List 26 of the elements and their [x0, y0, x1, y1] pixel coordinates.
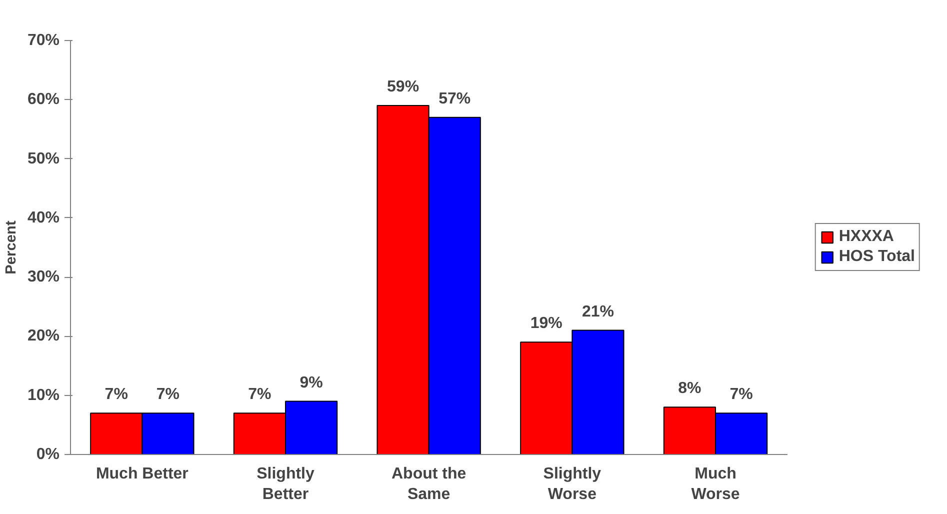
data-label: 7%: [104, 386, 128, 404]
x-tick-label: Slightly Worse: [543, 466, 602, 503]
data-label: 9%: [300, 374, 323, 392]
y-tick-label: 30%: [27, 268, 60, 286]
data-label: 7%: [248, 386, 272, 404]
x-tick-label: Much Better: [96, 466, 188, 482]
y-tick-label: 60%: [27, 91, 60, 108]
data-label: 59%: [387, 78, 420, 96]
y-tick-label: 0%: [36, 446, 60, 463]
y-tick-label: 10%: [27, 386, 60, 404]
data-label: 19%: [530, 315, 562, 332]
data-label: 57%: [438, 90, 471, 108]
y-tick-label: 70%: [27, 32, 60, 49]
y-tick-label: 20%: [27, 328, 60, 345]
legend-label: HXXXA: [838, 228, 894, 246]
y-axis-title: Percent: [3, 220, 20, 274]
y-tick-label: 40%: [27, 209, 60, 226]
data-label: 7%: [156, 386, 180, 404]
x-tick-label: Slightly Better: [256, 466, 314, 503]
y-tick-label: 50%: [27, 150, 60, 168]
data-label: 8%: [678, 380, 702, 398]
data-label: 21%: [582, 303, 614, 320]
legend-label: HOS Total: [838, 248, 915, 266]
data-label: 7%: [730, 386, 753, 404]
x-tick-label: Much Worse: [691, 466, 740, 503]
x-tick-label: About the Same: [392, 466, 466, 503]
